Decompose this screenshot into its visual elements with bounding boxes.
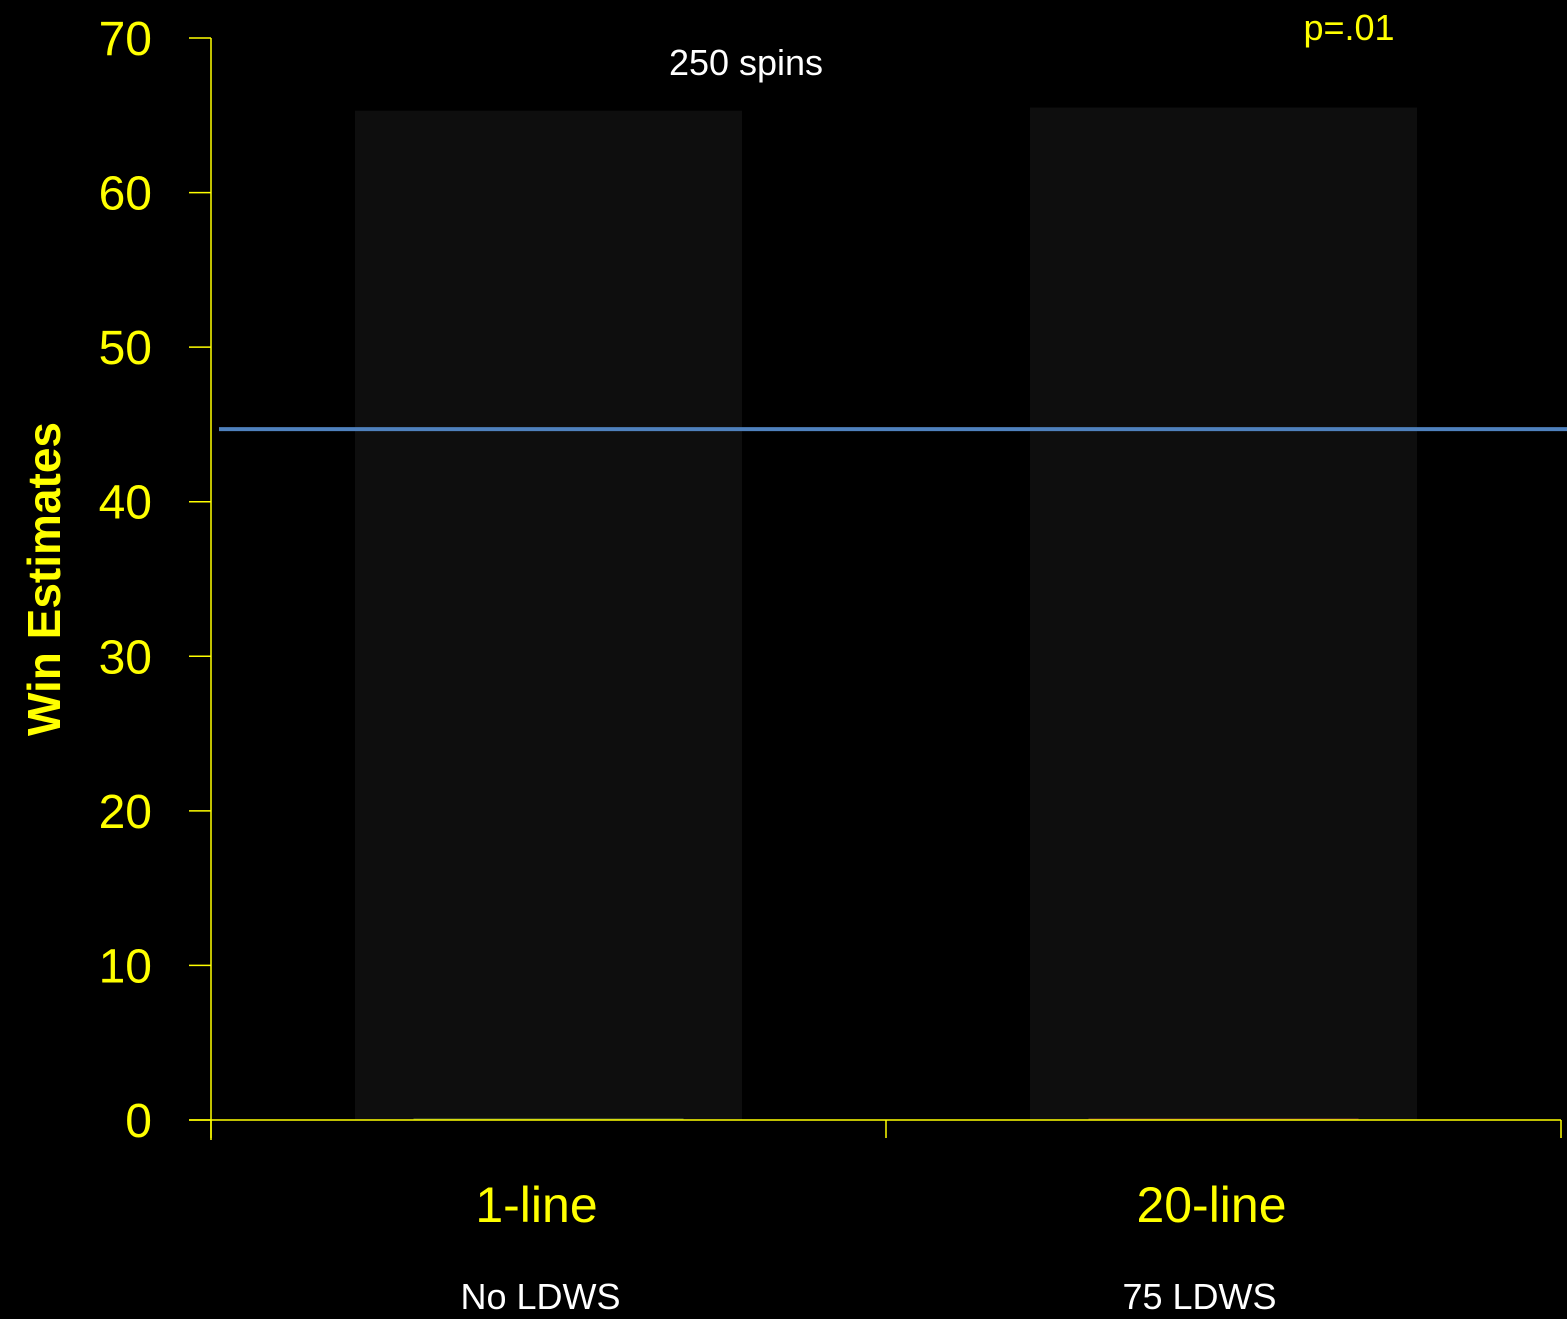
axes-group: [189, 37, 1562, 1140]
bar-background-2: [1030, 107, 1417, 1121]
category-label: 20-line: [1136, 1177, 1286, 1233]
bar-2: [1088, 1118, 1359, 1120]
category-sublabel: No LDWS: [460, 1276, 620, 1317]
y-tick-label: 10: [99, 940, 152, 993]
category-sublabel: 75 LDWS: [1122, 1276, 1276, 1317]
bar-background-1: [355, 110, 742, 1121]
y-tick-label: 70: [99, 13, 152, 66]
y-tick-label: 50: [99, 322, 152, 375]
y-axis-title: Win Estimates: [18, 422, 70, 736]
bar-background-group: [355, 107, 1417, 1121]
spins-annotation: 250 spins: [669, 42, 823, 83]
significance-label: p=.01: [1303, 7, 1394, 48]
y-tick-label: 30: [99, 631, 152, 684]
labels-group: 0 10 20 30 40 50 60 70 1-line No LDWS 20-line 75 LD…: [18, 7, 1395, 1317]
y-tick-label: 20: [99, 786, 152, 839]
y-tick-label: 40: [99, 477, 152, 530]
y-tick-label: 60: [99, 168, 152, 221]
y-tick-label: 0: [125, 1095, 152, 1148]
category-label: 1-line: [475, 1177, 597, 1233]
